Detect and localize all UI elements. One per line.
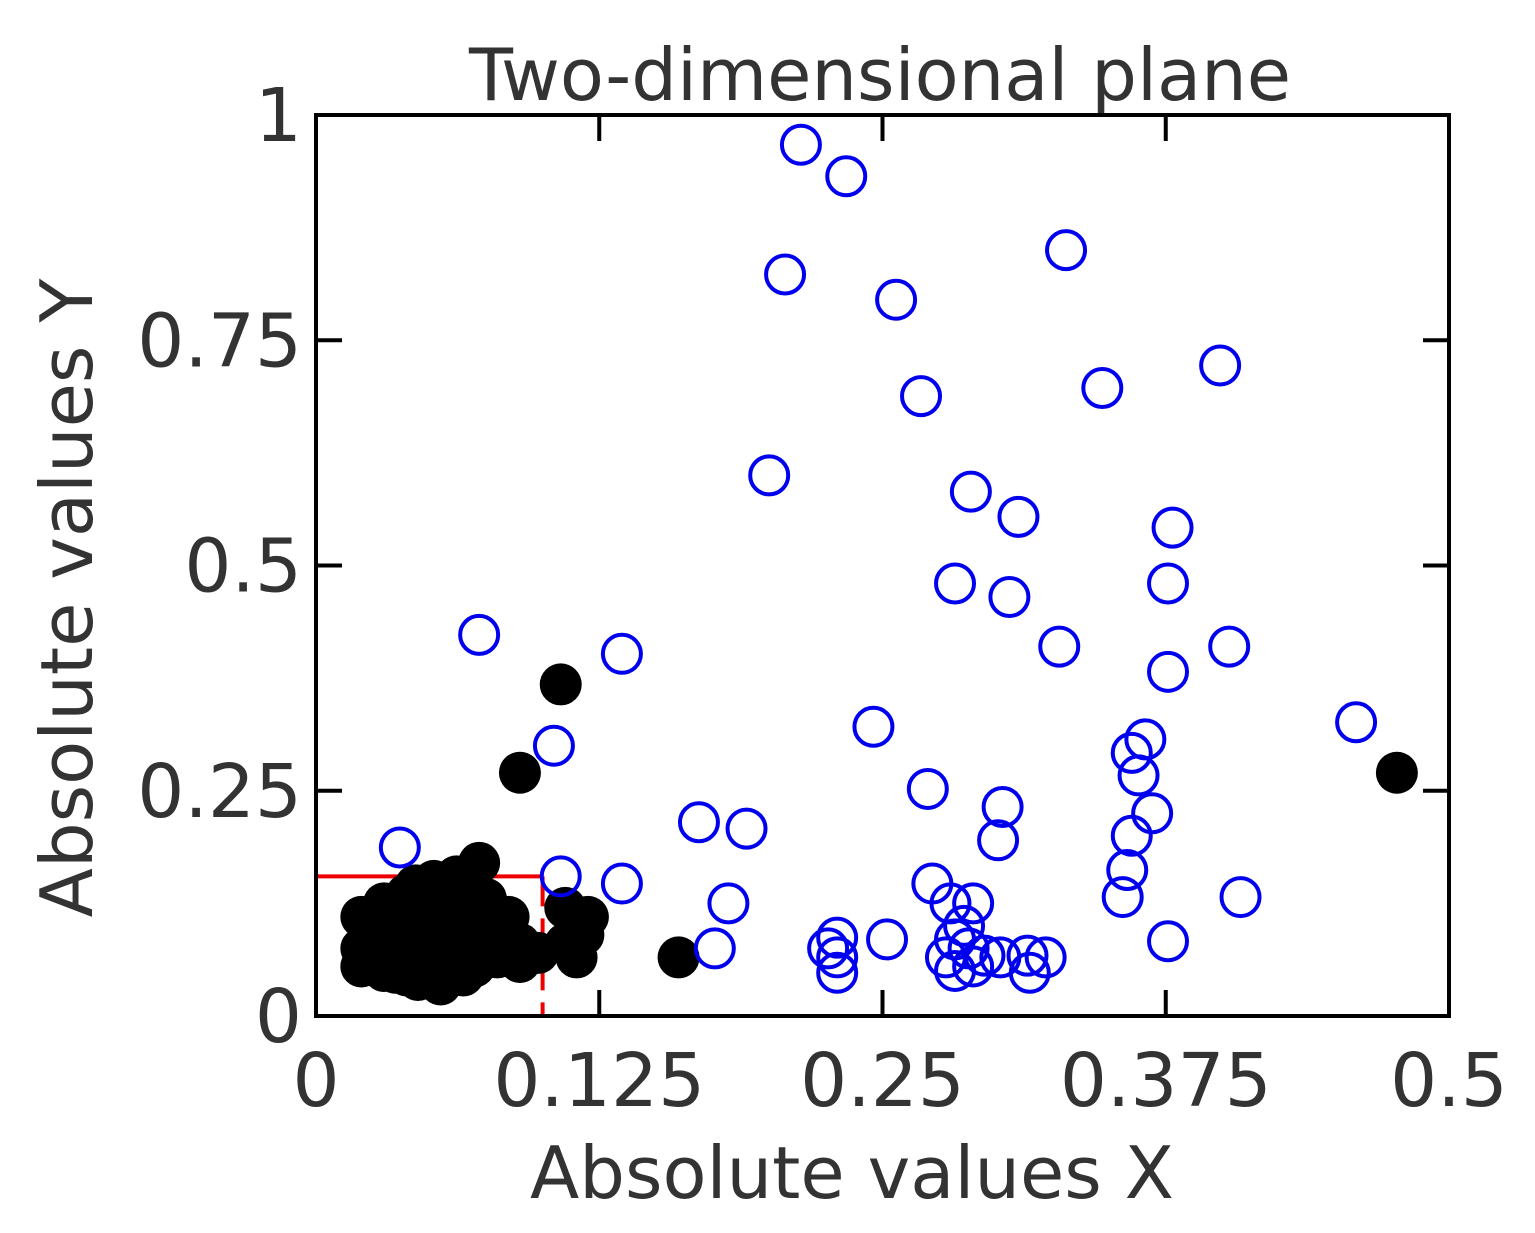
open-point xyxy=(1335,701,1378,744)
open-point xyxy=(725,807,768,850)
filled-point xyxy=(498,751,541,794)
open-point xyxy=(1006,934,1049,977)
open-point xyxy=(378,826,421,869)
x-tick-label: 0.5 xyxy=(1390,1038,1508,1124)
y-tick-label: 0 xyxy=(255,974,302,1060)
open-point xyxy=(952,945,995,988)
y-tick-label: 0.75 xyxy=(137,298,302,384)
open-point xyxy=(458,613,501,656)
open-point xyxy=(1045,229,1088,272)
open-point xyxy=(943,904,986,947)
open-point xyxy=(1038,625,1081,668)
open-point xyxy=(1199,344,1242,387)
open-point xyxy=(952,882,995,925)
filled-point xyxy=(487,918,530,961)
open-point xyxy=(934,562,977,605)
open-point xyxy=(707,882,750,925)
open-point xyxy=(693,927,736,970)
open-point xyxy=(852,705,895,748)
filled-point xyxy=(539,663,582,706)
y-tick-label: 0.25 xyxy=(137,749,302,835)
filled-point xyxy=(657,936,700,979)
open-point xyxy=(1208,625,1251,668)
open-point xyxy=(825,155,868,198)
filled-points-layer xyxy=(340,663,1418,1006)
open-point xyxy=(816,951,859,994)
open-point xyxy=(988,576,1031,619)
x-tick-label: 0.25 xyxy=(800,1038,965,1124)
open-point xyxy=(816,936,859,979)
tick-layer: 0 0.125 0.25 0.375 0.5 0 0.25 0.5 0.75 1 xyxy=(137,73,1508,1124)
open-point xyxy=(1106,849,1149,892)
x-tick-label: 0.375 xyxy=(1060,1038,1272,1124)
open-point xyxy=(924,936,967,979)
open-point xyxy=(875,278,918,321)
open-point xyxy=(1131,792,1174,835)
open-point xyxy=(779,123,822,166)
filled-point xyxy=(442,954,485,997)
open-point xyxy=(600,862,643,905)
open-point xyxy=(807,927,850,970)
open-point xyxy=(816,916,859,959)
open-point xyxy=(764,253,807,296)
y-tick-label: 1 xyxy=(255,73,302,159)
filled-point xyxy=(351,918,394,961)
open-point xyxy=(949,470,992,513)
open-point xyxy=(1008,951,1051,994)
open-point xyxy=(997,495,1040,538)
open-point xyxy=(977,819,1020,862)
open-point xyxy=(1110,731,1153,774)
x-axis-label: Absolute values X xyxy=(530,1131,1174,1215)
open-point xyxy=(934,949,977,992)
open-point xyxy=(600,632,643,675)
filled-point xyxy=(562,913,605,956)
open-point xyxy=(866,918,909,961)
open-point xyxy=(1151,506,1194,549)
open-point xyxy=(1024,936,1067,979)
y-axis-label: Absolute values Y xyxy=(25,278,109,918)
open-point xyxy=(539,855,582,898)
x-tick-label: 0.125 xyxy=(493,1038,705,1124)
open-point xyxy=(1110,814,1153,857)
y-tick-label: 0.5 xyxy=(184,524,302,610)
open-points-layer xyxy=(378,123,1378,994)
open-point xyxy=(1219,876,1262,919)
open-point xyxy=(906,767,949,810)
filled-point xyxy=(1375,751,1418,794)
open-point xyxy=(1101,876,1144,919)
open-point xyxy=(532,724,575,767)
x-tick-label: 0 xyxy=(292,1038,339,1124)
open-point xyxy=(1147,650,1190,693)
open-point xyxy=(900,375,943,418)
open-point xyxy=(1117,754,1160,797)
open-point xyxy=(1147,562,1190,605)
open-point xyxy=(748,454,791,497)
open-point xyxy=(677,801,720,844)
filled-point xyxy=(374,951,417,994)
open-point xyxy=(981,785,1024,828)
open-point xyxy=(1147,920,1190,963)
open-point xyxy=(1081,367,1124,410)
chart-title: Two-dimensional plane xyxy=(468,33,1291,117)
